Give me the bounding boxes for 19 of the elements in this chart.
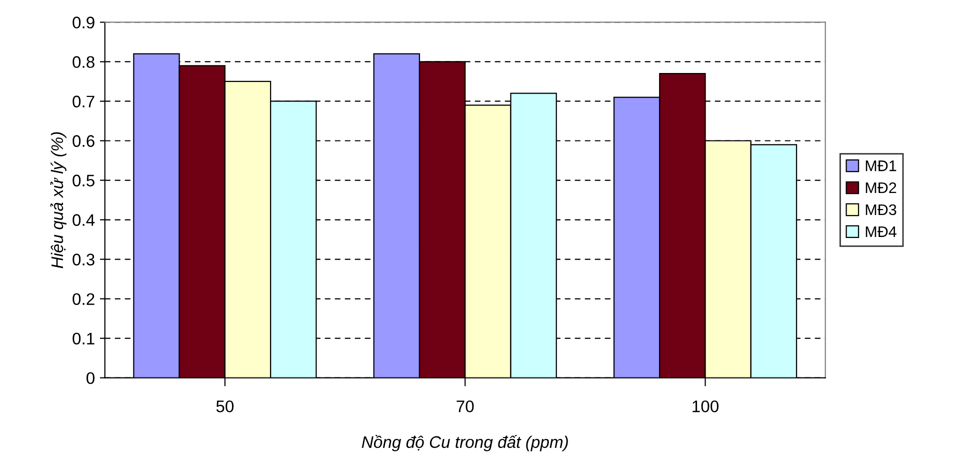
y-tick-label: 0.1: [72, 332, 94, 344]
x-axis-title: Nồng độ Cu trong đất (ppm): [362, 435, 568, 452]
y-tick-label: 0.9: [72, 16, 94, 28]
y-tick-label: 0.3: [72, 254, 94, 266]
x-tick-label: 50: [216, 400, 234, 412]
y-tick-label: 0.4: [72, 214, 95, 226]
x-tick-label: 100: [692, 400, 719, 412]
y-tick-label: 0.8: [72, 56, 94, 68]
x-tick-label: 70: [456, 400, 474, 412]
y-tick-label: 0.2: [72, 293, 94, 305]
legend-label: MĐ1: [866, 160, 896, 172]
y-axis-title: Hiệu quả xử lý (%): [50, 132, 66, 268]
legend-label: MĐ3: [866, 204, 896, 216]
y-tick-label: 0.5: [72, 174, 94, 186]
y-tick-label: 0: [86, 372, 94, 384]
legend-label: MĐ4: [866, 226, 896, 237]
y-tick-label: 0.7: [72, 96, 94, 108]
y-tick-label: 0.6: [72, 135, 94, 147]
legend-label: MĐ2: [866, 182, 896, 194]
